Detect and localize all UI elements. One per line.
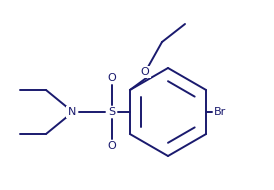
Text: O: O: [108, 73, 116, 83]
Text: O: O: [108, 141, 116, 151]
Text: S: S: [109, 107, 116, 117]
Text: O: O: [141, 67, 149, 77]
Text: N: N: [68, 107, 76, 117]
Text: Br: Br: [214, 107, 226, 117]
